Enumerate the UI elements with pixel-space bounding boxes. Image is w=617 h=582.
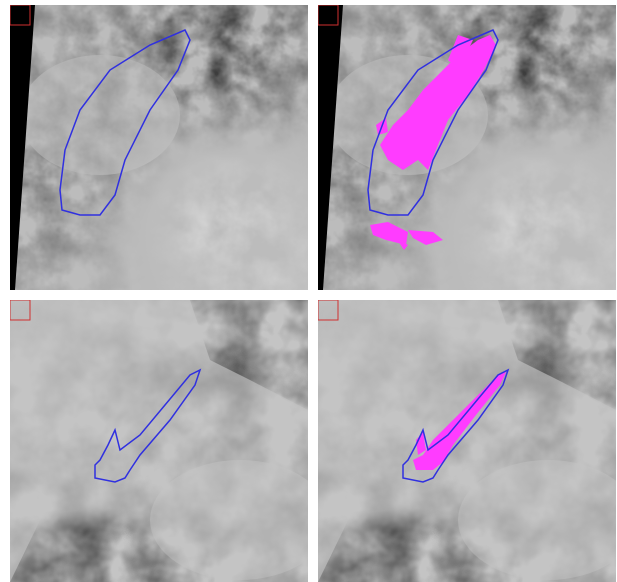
panel-bottom-left [10,300,330,582]
panel-bottom-right [318,300,617,582]
image-grid [0,0,617,582]
panel-top-left [10,5,308,290]
